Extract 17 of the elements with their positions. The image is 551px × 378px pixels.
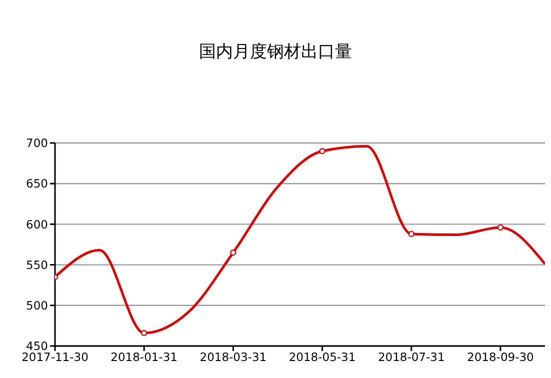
y-tick-label: 500 bbox=[26, 298, 48, 312]
point bbox=[497, 224, 504, 231]
x-tick-label: 2018-05-31 bbox=[288, 350, 356, 364]
x-tick-label: 2018-07-31 bbox=[378, 350, 445, 364]
chart-title: 国内月度钢材出口量 bbox=[198, 41, 353, 63]
line-series bbox=[55, 145, 545, 336]
x-tick-label: 2018-01-31 bbox=[110, 350, 178, 364]
x-tick-label: 2018-03-31 bbox=[200, 350, 267, 364]
y-tick-label: 600 bbox=[26, 217, 48, 232]
y-tick-label: 650 bbox=[26, 176, 48, 191]
x-tick-label: 2018-09-30 bbox=[467, 350, 534, 364]
point bbox=[230, 250, 236, 256]
point bbox=[408, 230, 414, 238]
point bbox=[140, 330, 148, 336]
y-tick-label: 550 bbox=[26, 258, 48, 272]
point bbox=[319, 148, 326, 154]
y-tick-label: 700 bbox=[26, 136, 48, 150]
